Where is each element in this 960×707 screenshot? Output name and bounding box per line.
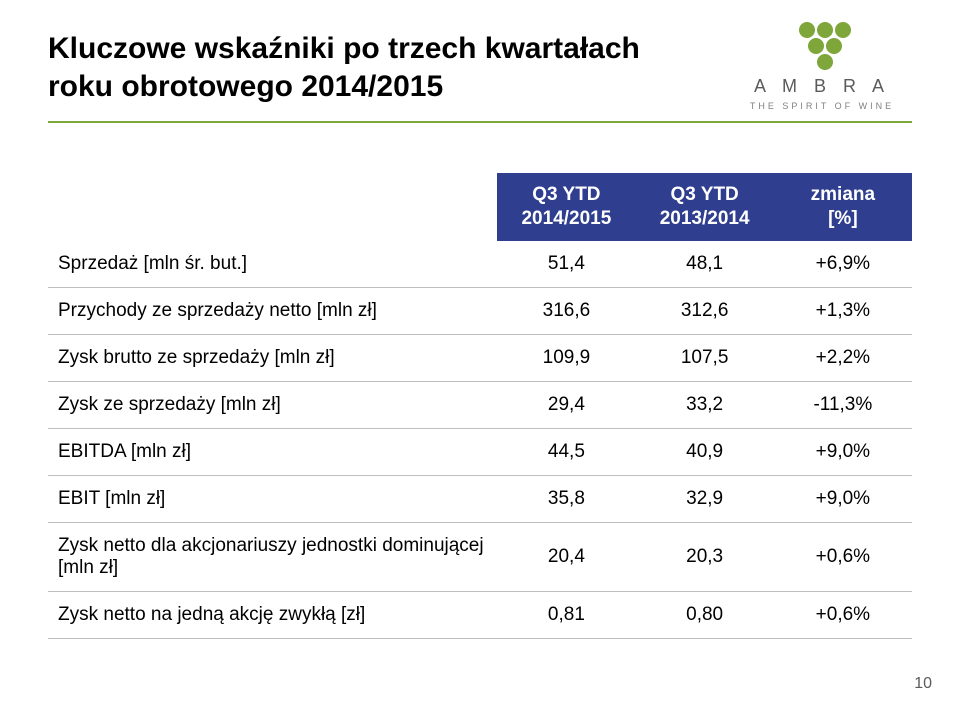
table-row: EBIT [mln zł] 35,8 32,9 +9,0% — [48, 475, 912, 522]
logo-name: A M B R A — [732, 76, 912, 97]
row-label: Zysk ze sprzedaży [mln zł] — [48, 381, 497, 428]
header-col-1-line2: 2014/2015 — [521, 208, 611, 229]
row-val-b: 312,6 — [636, 287, 774, 334]
row-val-a: 20,4 — [497, 522, 635, 591]
row-val-a: 109,9 — [497, 334, 635, 381]
row-val-c: +6,9% — [774, 241, 912, 288]
row-label: EBIT [mln zł] — [48, 475, 497, 522]
header-col-1-line1: Q3 YTD — [532, 184, 600, 205]
slide: A M B R A THE SPIRIT OF WINE Kluczowe ws… — [0, 0, 960, 707]
header-blank — [48, 173, 497, 241]
header-col-2-line2: 2013/2014 — [660, 208, 750, 229]
table-row: Przychody ze sprzedaży netto [mln zł] 31… — [48, 287, 912, 334]
table-body: Sprzedaż [mln śr. but.] 51,4 48,1 +6,9% … — [48, 241, 912, 639]
row-val-b: 40,9 — [636, 428, 774, 475]
row-val-a: 44,5 — [497, 428, 635, 475]
title-line-2: roku obrotowego 2014/2015 — [48, 70, 443, 103]
grape-icon — [787, 20, 857, 70]
table-row: Sprzedaż [mln śr. but.] 51,4 48,1 +6,9% — [48, 241, 912, 288]
page-title: Kluczowe wskaźniki po trzech kwartałach … — [48, 30, 748, 105]
page-number: 10 — [914, 675, 932, 693]
row-label: Przychody ze sprzedaży netto [mln zł] — [48, 287, 497, 334]
row-label: Zysk netto dla akcjonariuszy jednostki d… — [48, 522, 497, 591]
row-val-b: 33,2 — [636, 381, 774, 428]
row-val-b: 107,5 — [636, 334, 774, 381]
row-label: EBITDA [mln zł] — [48, 428, 497, 475]
row-val-c: +9,0% — [774, 428, 912, 475]
table-row: Zysk netto dla akcjonariuszy jednostki d… — [48, 522, 912, 591]
row-val-c: +1,3% — [774, 287, 912, 334]
header-col-2: Q3 YTD 2013/2014 — [636, 173, 774, 241]
row-val-b: 20,3 — [636, 522, 774, 591]
row-val-c: +0,6% — [774, 591, 912, 638]
row-label: Zysk brutto ze sprzedaży [mln zł] — [48, 334, 497, 381]
row-val-c: +2,2% — [774, 334, 912, 381]
row-val-a: 35,8 — [497, 475, 635, 522]
table-row: Zysk brutto ze sprzedaży [mln zł] 109,9 … — [48, 334, 912, 381]
table-row: Zysk ze sprzedaży [mln zł] 29,4 33,2 -11… — [48, 381, 912, 428]
row-val-c: +9,0% — [774, 475, 912, 522]
row-val-a: 316,6 — [497, 287, 635, 334]
table-row: Zysk netto na jedną akcję zwykłą [zł] 0,… — [48, 591, 912, 638]
header-col-3: zmiana [%] — [774, 173, 912, 241]
row-label: Sprzedaż [mln śr. but.] — [48, 241, 497, 288]
header-col-2-line1: Q3 YTD — [670, 184, 738, 205]
table-header: Q3 YTD 2014/2015 Q3 YTD 2013/2014 zmiana… — [48, 173, 912, 241]
row-val-b: 48,1 — [636, 241, 774, 288]
row-val-c: -11,3% — [774, 381, 912, 428]
row-val-b: 0,80 — [636, 591, 774, 638]
title-line-1: Kluczowe wskaźniki po trzech kwartałach — [48, 32, 640, 65]
table-row: EBITDA [mln zł] 44,5 40,9 +9,0% — [48, 428, 912, 475]
header-col-1: Q3 YTD 2014/2015 — [497, 173, 635, 241]
row-val-b: 32,9 — [636, 475, 774, 522]
company-logo: A M B R A THE SPIRIT OF WINE — [732, 20, 912, 111]
kpi-table: Q3 YTD 2014/2015 Q3 YTD 2013/2014 zmiana… — [48, 173, 912, 639]
header-col-3-line1: zmiana — [811, 184, 875, 205]
header-col-3-line2: [%] — [828, 208, 858, 229]
row-val-a: 29,4 — [497, 381, 635, 428]
title-divider — [48, 121, 912, 123]
row-val-c: +0,6% — [774, 522, 912, 591]
row-val-a: 0,81 — [497, 591, 635, 638]
logo-tagline: THE SPIRIT OF WINE — [732, 101, 912, 111]
row-label: Zysk netto na jedną akcję zwykłą [zł] — [48, 591, 497, 638]
row-val-a: 51,4 — [497, 241, 635, 288]
